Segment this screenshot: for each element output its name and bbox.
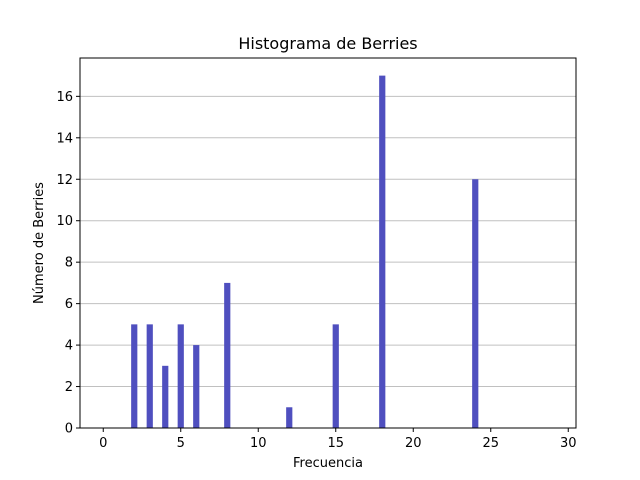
grid-lines	[80, 95, 576, 388]
y-tick-label: 8	[65, 256, 73, 271]
bar	[379, 75, 386, 428]
chart-title: Histograma de Berries	[238, 34, 417, 53]
x-tick-label: 0	[99, 436, 107, 451]
y-axis-ticks: 0 2 4 6 8 10 12 14 16	[56, 90, 80, 437]
x-tick-label: 20	[405, 436, 422, 451]
bar	[177, 324, 184, 428]
y-tick-label: 2	[65, 380, 73, 395]
y-tick-label: 16	[56, 90, 73, 105]
y-tick-label: 4	[65, 339, 73, 354]
bar	[146, 324, 153, 428]
y-tick-label: 0	[65, 422, 73, 437]
x-tick-label: 5	[177, 436, 185, 451]
bar	[286, 407, 293, 428]
x-tick-label: 30	[560, 436, 577, 451]
x-tick-label: 25	[482, 436, 499, 451]
bar	[472, 179, 479, 428]
plot-frame	[79, 57, 577, 429]
y-axis-label: Número de Berries	[32, 182, 47, 304]
bar	[131, 324, 138, 428]
y-tick-label: 14	[56, 131, 73, 146]
y-tick-label: 6	[65, 297, 73, 312]
bar	[162, 365, 169, 428]
x-tick-label: 10	[250, 436, 267, 451]
bar	[193, 345, 200, 428]
x-axis-label: Frecuencia	[293, 456, 363, 471]
y-tick-label: 10	[56, 214, 73, 229]
bar	[224, 282, 231, 428]
x-tick-label: 15	[327, 436, 344, 451]
bar	[332, 324, 339, 428]
y-tick-label: 12	[56, 173, 73, 188]
x-axis-ticks: 0 5 10 15 20 25 30	[99, 428, 577, 451]
bars	[131, 75, 479, 428]
